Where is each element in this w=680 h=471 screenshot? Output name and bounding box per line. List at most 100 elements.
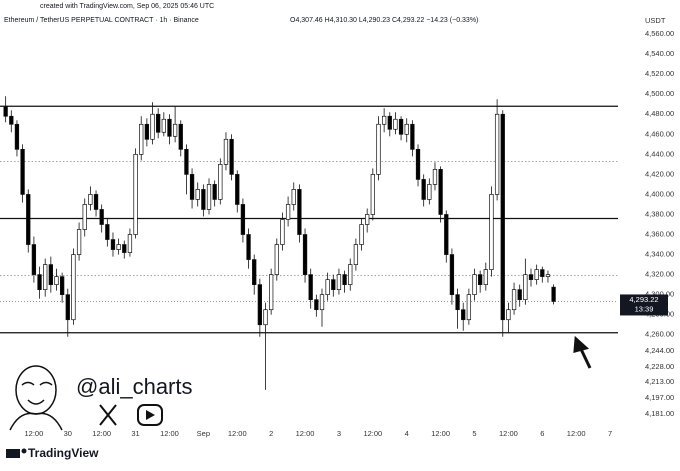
candle-body [381,115,387,125]
candle-body [398,118,404,135]
price-tag-label: 4,293.22 [629,295,658,304]
candle-body [88,194,93,205]
candle-body [156,113,161,133]
candle-body [257,284,263,326]
candle-body [444,214,449,255]
candle-body [105,224,110,240]
arrow [573,335,592,369]
candle-body [500,113,505,321]
candle-body [246,234,251,260]
candle-body [545,274,551,277]
candle-body [359,224,364,245]
candle-body [150,113,155,140]
candle-body [393,118,398,130]
candle-body [387,115,392,130]
logo [6,448,27,458]
candle-body [404,123,409,135]
y-tick-label: 4,244.00 [645,346,674,355]
candle-body [127,234,133,253]
y-tick-label: 4,560.00 [645,29,674,38]
candle-body [139,123,144,155]
candle-body [54,276,59,285]
candle-body [99,209,104,225]
candle-body [415,148,421,180]
x-tick-label: 12:00 [363,429,382,438]
y-tick-label: 4,213.00 [645,377,674,386]
candle-body [218,164,223,200]
x-icon [99,404,117,426]
candle-body [523,274,528,301]
candle-body [280,219,285,245]
candle-body [201,189,206,210]
candle-body [342,274,347,285]
candle-body [478,274,483,285]
candle-body [511,289,517,311]
y-tick-label: 4,540.00 [645,49,674,58]
y-tick-label: 4,300.00 [645,290,674,299]
candle-body [506,309,511,321]
candle-body [48,264,53,285]
candle-body [302,234,308,275]
candle-body [438,169,443,215]
candle-body [172,123,178,137]
y-tick-label: 4,400.00 [645,189,674,198]
x-tick-label: 31 [131,429,139,438]
y-tick-label: 4,260.00 [645,330,674,339]
y-tick-label: 4,460.00 [645,129,674,138]
candle-body [144,123,150,140]
candle-body [376,123,381,175]
credit: created with TradingView.com, Sep 06, 20… [40,3,214,10]
candle-body [427,184,432,200]
avatar [9,365,63,431]
candle-body [82,204,87,230]
candle-body [325,279,330,296]
x-tick-label: 7 [608,429,612,438]
candle-body [116,244,121,250]
candle-body [269,274,274,311]
candle-body [20,148,25,195]
candle-body [297,189,302,235]
candle-body [65,294,70,321]
candle-body [370,174,375,215]
y-tick-label: 4,520.00 [645,69,674,78]
candle-body [252,259,257,285]
candle-body [421,179,426,200]
candle-body [410,123,415,150]
candle-body [528,274,534,280]
x-tick-label: 3 [337,429,341,438]
candle-body [26,194,31,245]
candle-body [59,276,65,296]
x-tick-label: 2 [269,429,273,438]
candle-body [229,138,234,175]
x-tick-label: 6 [540,429,544,438]
x-tick-label: 12:00 [228,429,247,438]
candle-body [432,169,438,185]
candle-body [71,254,76,321]
x-tick-label: 4 [405,429,409,438]
y-tick-label: 4,228.00 [645,362,674,371]
candle-body [534,269,539,280]
chart-title: Ethereum / TetherUS PERPETUAL CONTRACT ·… [4,17,199,24]
x-tick-label: 12:00 [499,429,518,438]
candle-body [161,118,166,133]
candle-body [540,269,545,277]
candle-body [285,204,291,220]
x-tick-label: 12:00 [160,429,179,438]
x-tick-label: 12:00 [92,429,111,438]
candle-body [365,214,370,225]
candle-body [43,264,48,290]
y-tick-label: 4,197.00 [645,393,674,402]
candle-body [449,254,455,296]
candle-body [167,118,172,137]
candle-body [319,294,325,311]
y-tick-label: 4,340.00 [645,250,674,259]
candle-body [494,113,500,195]
candle-body [331,279,336,290]
candle-body [461,309,466,321]
candle-body [110,239,116,250]
y-unit: USDT [645,16,666,25]
x-tick-label: 5 [472,429,476,438]
price-tag-countdown: 13:39 [635,304,654,313]
candle-body [212,184,217,200]
candle-body [195,189,200,200]
